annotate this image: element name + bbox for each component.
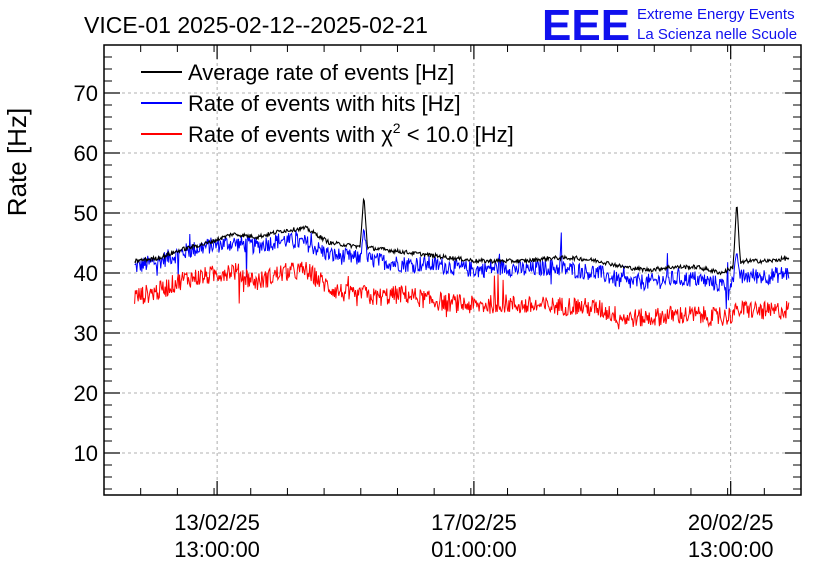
eee-logo-mark: EEE — [542, 1, 630, 50]
x-tick-label-date: 17/02/25 — [431, 510, 517, 535]
x-tick-label-time: 13:00:00 — [174, 537, 260, 562]
y-tick-label: 20 — [74, 381, 98, 406]
y-tick-label: 70 — [74, 81, 98, 106]
logo-line-1: Extreme Energy Events — [637, 6, 795, 23]
logo-line-2: La Scienza nelle Scuole — [637, 26, 797, 43]
plot-frame — [103, 44, 802, 496]
legend: Average rate of events [Hz] Rate of even… — [141, 60, 514, 147]
y-tick-label: 30 — [74, 321, 98, 346]
legend-chi-label: Rate of events with χ2 < 10.0 [Hz] — [188, 120, 514, 147]
series-line-blue — [134, 228, 790, 310]
series-group — [134, 197, 790, 330]
y-tick-label: 50 — [74, 201, 98, 226]
legend-avg-label: Average rate of events [Hz] — [188, 60, 454, 85]
x-tick-label-time: 13:00:00 — [688, 537, 774, 562]
y-tick-label: 60 — [74, 141, 98, 166]
series-line-black — [134, 197, 790, 276]
series-line-red — [134, 261, 790, 330]
y-tick-label: 10 — [74, 441, 98, 466]
legend-hits-label: Rate of events with hits [Hz] — [188, 91, 461, 116]
x-tick-label-date: 13/02/25 — [174, 510, 260, 535]
y-axis-label: Rate [Hz] — [2, 108, 32, 216]
chart-title: VICE-01 2025-02-12--2025-02-21 — [84, 12, 428, 38]
y-axis: 10 20 30 40 50 60 70 — [74, 44, 801, 490]
x-axis: 13/02/2513:00:0017/02/2501:00:0020/02/25… — [140, 45, 774, 562]
x-tick-label-time: 01:00:00 — [431, 537, 517, 562]
x-tick-label-date: 20/02/25 — [688, 510, 774, 535]
y-tick-label: 40 — [74, 261, 98, 286]
